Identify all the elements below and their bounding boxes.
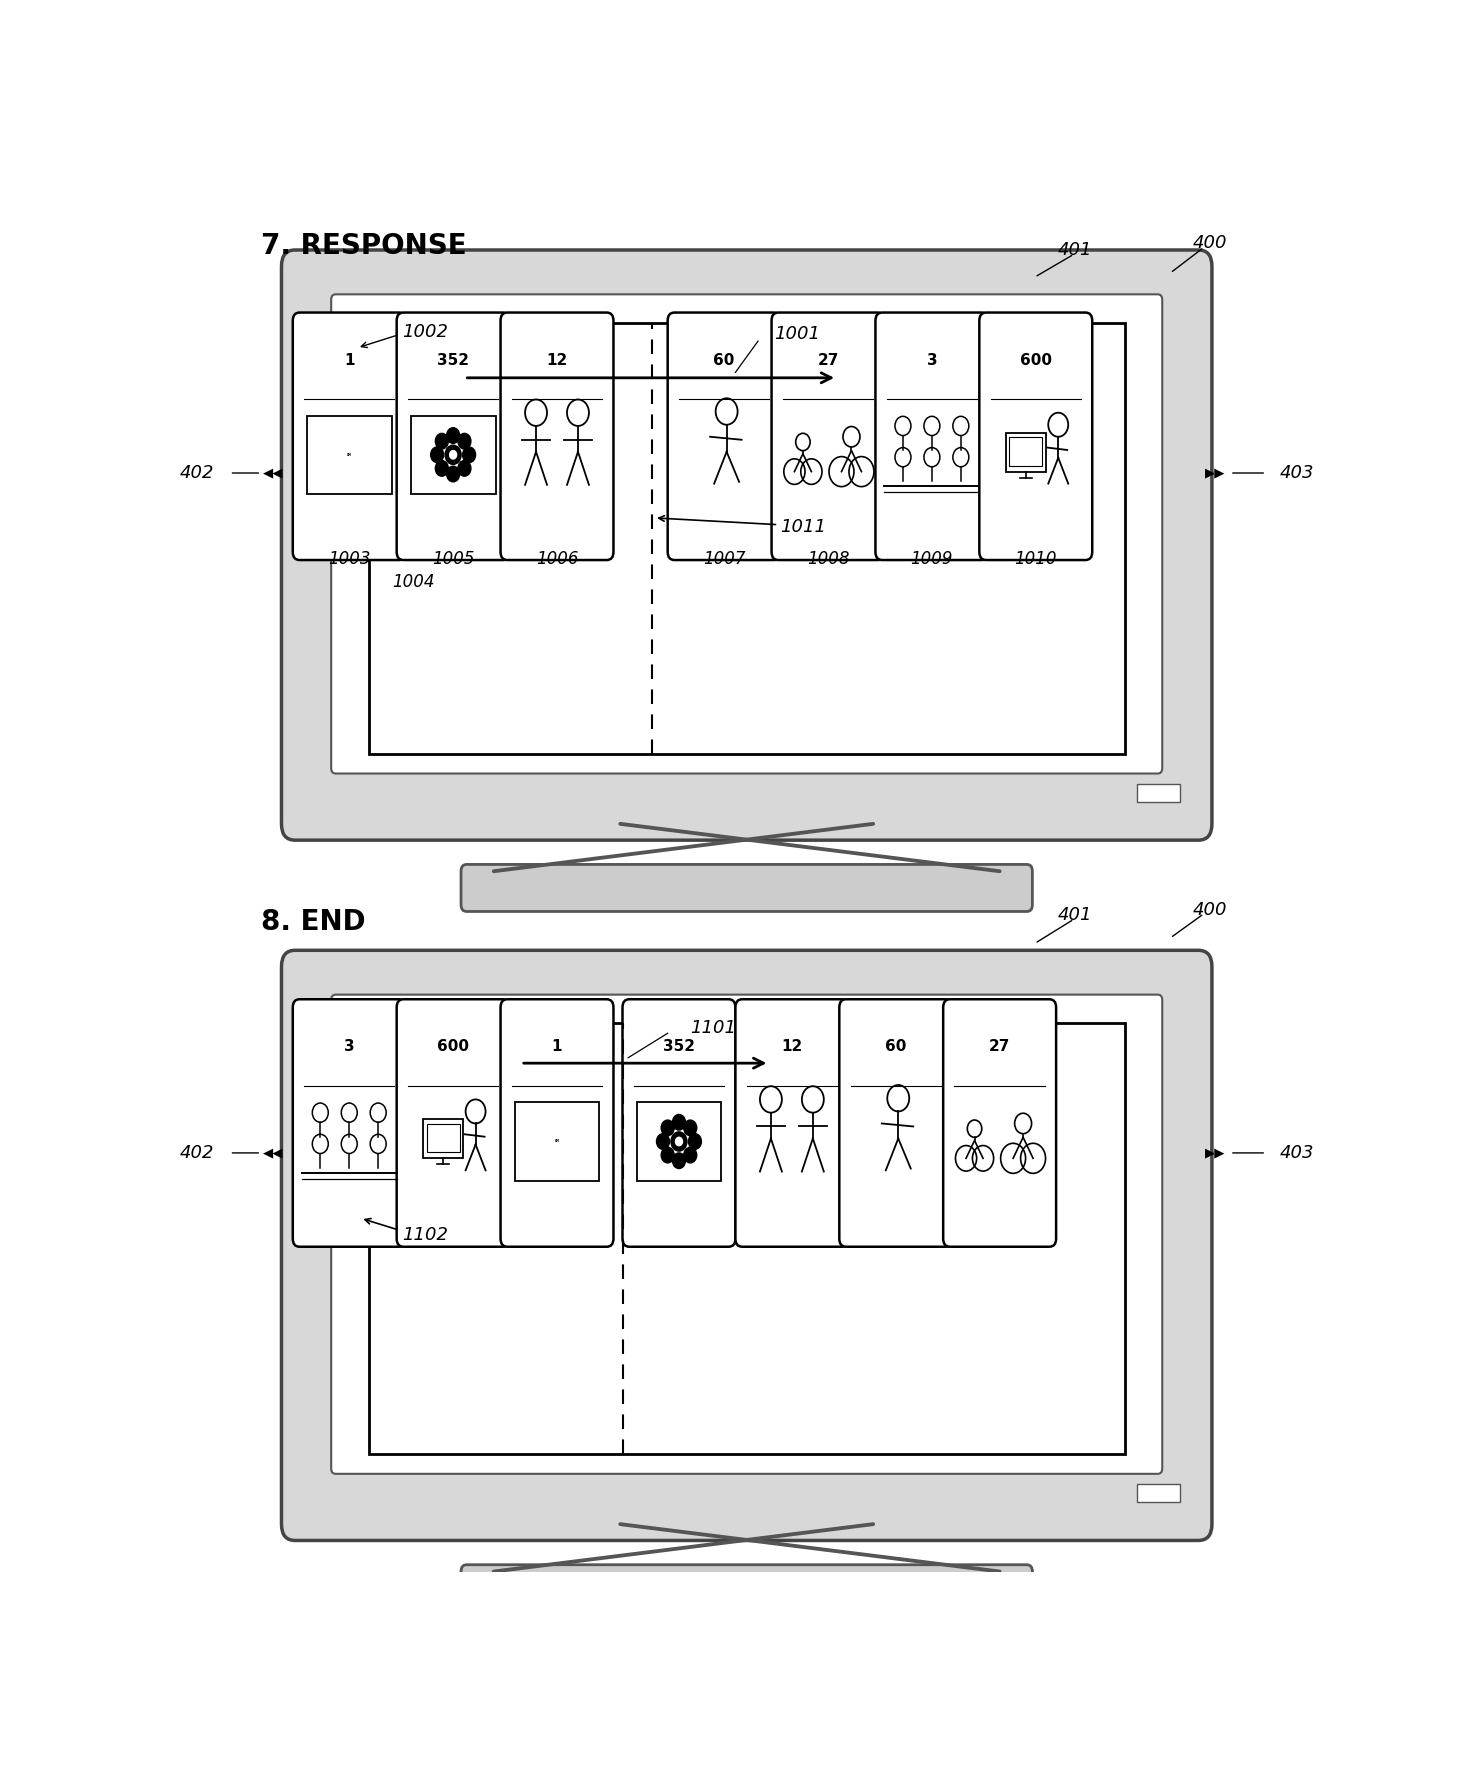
Text: 352: 352 xyxy=(663,1038,695,1054)
Text: 8. END: 8. END xyxy=(261,908,366,936)
Text: CM: CM xyxy=(347,452,351,457)
Bar xyxy=(1005,433,1046,472)
Text: ◀◀: ◀◀ xyxy=(264,1146,284,1160)
Circle shape xyxy=(673,1153,685,1169)
Circle shape xyxy=(436,461,449,477)
Text: 352: 352 xyxy=(437,353,469,367)
Text: 60: 60 xyxy=(884,1038,906,1054)
FancyBboxPatch shape xyxy=(331,994,1163,1475)
FancyBboxPatch shape xyxy=(293,313,405,560)
Text: 401: 401 xyxy=(1058,906,1091,924)
Text: 1008: 1008 xyxy=(807,549,849,567)
Bar xyxy=(1010,438,1042,466)
Circle shape xyxy=(676,1137,682,1146)
Text: ▶▶: ▶▶ xyxy=(1205,1146,1225,1160)
Bar xyxy=(427,1125,459,1151)
Circle shape xyxy=(463,447,475,463)
Circle shape xyxy=(683,1120,696,1136)
Text: 12: 12 xyxy=(546,353,568,367)
Text: 1002: 1002 xyxy=(402,323,449,341)
Circle shape xyxy=(447,466,459,482)
Text: 1003: 1003 xyxy=(328,549,370,567)
Text: ◀◀: ◀◀ xyxy=(264,466,284,480)
FancyBboxPatch shape xyxy=(501,313,613,560)
Circle shape xyxy=(657,1134,669,1150)
Text: 402: 402 xyxy=(179,464,214,482)
Bar xyxy=(1138,1483,1180,1501)
Bar xyxy=(369,323,1125,754)
Text: 600: 600 xyxy=(437,1038,469,1054)
Text: CM: CM xyxy=(555,1139,559,1144)
Text: 1001: 1001 xyxy=(775,325,820,343)
Text: 27: 27 xyxy=(989,1038,1010,1054)
FancyBboxPatch shape xyxy=(293,1000,405,1247)
Text: 1009: 1009 xyxy=(911,549,953,567)
Text: 1: 1 xyxy=(552,1038,562,1054)
FancyBboxPatch shape xyxy=(501,1000,613,1247)
Text: 402: 402 xyxy=(179,1144,214,1162)
Text: 1007: 1007 xyxy=(702,549,746,567)
FancyBboxPatch shape xyxy=(943,1000,1056,1247)
Circle shape xyxy=(683,1148,696,1162)
Text: 1004: 1004 xyxy=(392,572,434,592)
Text: 1: 1 xyxy=(344,353,354,367)
Circle shape xyxy=(661,1148,675,1162)
FancyBboxPatch shape xyxy=(396,1000,510,1247)
Bar xyxy=(411,415,495,494)
FancyBboxPatch shape xyxy=(876,313,988,560)
Bar xyxy=(1138,784,1180,802)
Circle shape xyxy=(450,450,456,459)
FancyBboxPatch shape xyxy=(667,313,781,560)
Circle shape xyxy=(457,461,471,477)
Text: 400: 400 xyxy=(1193,901,1227,918)
FancyBboxPatch shape xyxy=(979,313,1093,560)
Text: ▶▶: ▶▶ xyxy=(1205,466,1225,480)
Circle shape xyxy=(672,1132,686,1151)
Circle shape xyxy=(661,1120,675,1136)
Text: 1005: 1005 xyxy=(431,549,475,567)
Circle shape xyxy=(447,427,459,443)
Text: 1011: 1011 xyxy=(781,519,826,537)
Bar xyxy=(514,1102,599,1180)
FancyBboxPatch shape xyxy=(281,950,1212,1540)
Text: 7. RESPONSE: 7. RESPONSE xyxy=(261,231,466,260)
FancyBboxPatch shape xyxy=(396,313,510,560)
Text: 600: 600 xyxy=(1020,353,1052,367)
FancyBboxPatch shape xyxy=(839,1000,953,1247)
Circle shape xyxy=(431,447,443,463)
Text: 3: 3 xyxy=(344,1038,354,1054)
Circle shape xyxy=(689,1134,701,1150)
FancyBboxPatch shape xyxy=(622,1000,736,1247)
Text: 1102: 1102 xyxy=(402,1226,449,1243)
Text: 3: 3 xyxy=(927,353,937,367)
Circle shape xyxy=(436,433,449,449)
FancyBboxPatch shape xyxy=(281,251,1212,841)
FancyBboxPatch shape xyxy=(460,1565,1033,1612)
FancyBboxPatch shape xyxy=(736,1000,848,1247)
Text: 403: 403 xyxy=(1279,1144,1314,1162)
Text: 1101: 1101 xyxy=(689,1019,736,1037)
Text: 1010: 1010 xyxy=(1014,549,1056,567)
Bar xyxy=(637,1102,721,1180)
Text: 403: 403 xyxy=(1279,464,1314,482)
FancyBboxPatch shape xyxy=(772,313,884,560)
Text: 1006: 1006 xyxy=(536,549,578,567)
Bar xyxy=(369,1024,1125,1455)
FancyBboxPatch shape xyxy=(331,295,1163,774)
Text: 400: 400 xyxy=(1193,235,1227,253)
Text: 12: 12 xyxy=(781,1038,803,1054)
Circle shape xyxy=(457,433,471,449)
Text: 27: 27 xyxy=(817,353,839,367)
Bar xyxy=(307,415,392,494)
FancyBboxPatch shape xyxy=(460,864,1033,911)
Circle shape xyxy=(673,1114,685,1130)
Text: 60: 60 xyxy=(714,353,734,367)
Bar xyxy=(423,1120,463,1158)
Text: 401: 401 xyxy=(1058,240,1091,260)
Circle shape xyxy=(446,445,460,464)
